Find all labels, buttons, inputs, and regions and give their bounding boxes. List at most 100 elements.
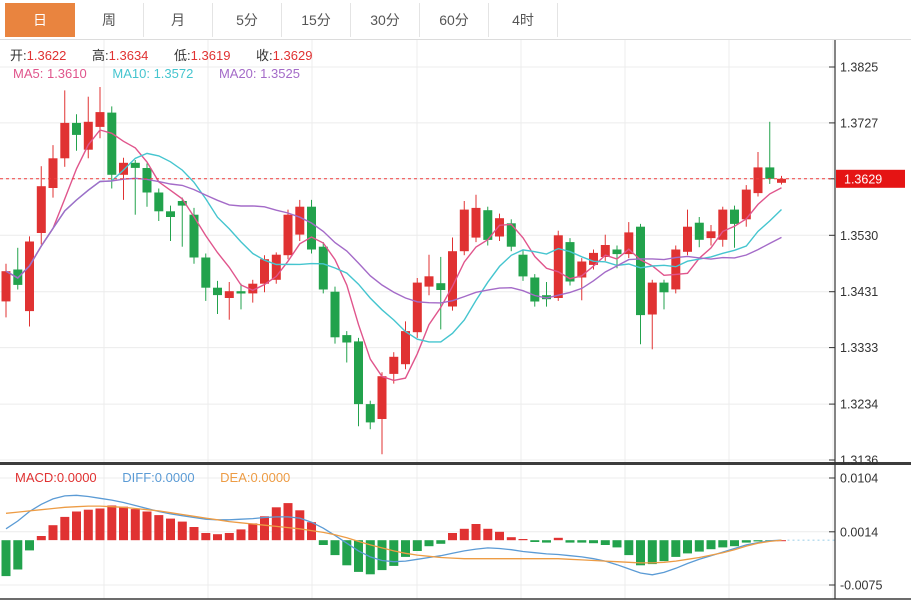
macd-bar — [342, 540, 352, 566]
macd-histogram[interactable] — [1, 503, 787, 577]
macd-bar — [354, 540, 363, 572]
macd-bar — [659, 540, 669, 562]
diff-value: 0.0000 — [154, 470, 195, 485]
macd-bar — [25, 540, 34, 551]
tab-day[interactable]: 日 — [5, 3, 75, 37]
macd-bar — [154, 515, 164, 541]
candle-body — [612, 249, 622, 255]
tab-15min[interactable]: 15分 — [282, 3, 351, 37]
candle — [260, 255, 269, 293]
candle-body — [213, 287, 222, 296]
tab-month[interactable]: 月 — [144, 3, 213, 37]
macd-bar — [72, 511, 81, 541]
candle — [424, 254, 434, 296]
candle — [177, 197, 187, 247]
candle-body — [166, 211, 175, 217]
tab-5min[interactable]: 5分 — [213, 3, 282, 37]
candle-body — [401, 331, 410, 365]
candle — [459, 201, 469, 256]
candle — [248, 279, 258, 303]
candle — [142, 163, 152, 207]
macd-bar — [459, 528, 469, 541]
tab-30min[interactable]: 30分 — [351, 3, 420, 37]
candle-body — [753, 167, 763, 194]
candle-body — [260, 259, 269, 284]
macd-bar — [565, 540, 575, 543]
axis-tick-label: -0.0075 — [840, 579, 882, 593]
candle-body — [777, 178, 786, 183]
macd-bar — [107, 505, 117, 541]
dea-value: 0.0000 — [250, 470, 291, 485]
candle-body — [518, 254, 528, 277]
macd-bar — [224, 533, 234, 541]
plot-area[interactable] — [0, 40, 835, 599]
candle-body — [448, 251, 457, 307]
candle-body — [154, 192, 164, 212]
open-label: 开: — [10, 48, 27, 63]
tab-4hour[interactable]: 4时 — [489, 3, 558, 37]
candle — [659, 279, 669, 310]
candle-body — [765, 167, 775, 179]
candle — [213, 280, 222, 314]
macd-bar — [636, 540, 645, 566]
candle-body — [530, 277, 540, 302]
macd-bar — [236, 529, 246, 541]
ma-readout: MA5: 1.3610 MA10: 1.3572 MA20: 1.3525 — [13, 66, 300, 81]
candle — [389, 352, 399, 384]
candle-body — [389, 356, 399, 374]
candle-body — [107, 112, 117, 175]
axis-tick-label: 0.0014 — [840, 525, 878, 539]
candle — [741, 185, 751, 227]
candle — [636, 223, 645, 345]
macd-bar — [624, 540, 634, 556]
candle-body — [659, 282, 669, 293]
macd-value: 0.0000 — [56, 470, 97, 485]
candle-body — [647, 282, 657, 315]
macd-bar — [448, 533, 457, 541]
macd-bar — [377, 540, 387, 571]
macd-bar — [600, 540, 610, 545]
tab-week[interactable]: 周 — [75, 3, 144, 37]
candle-body — [577, 261, 587, 278]
macd-bar — [553, 537, 563, 541]
candle — [518, 249, 528, 281]
candle-body — [295, 206, 305, 235]
macd-bar — [283, 503, 293, 541]
candle — [577, 258, 587, 301]
ma5-label: MA5: — [13, 66, 44, 81]
tab-60min[interactable]: 60分 — [420, 3, 489, 37]
macd-bar — [424, 540, 434, 547]
candlestick-series[interactable] — [1, 87, 787, 455]
candle — [365, 400, 375, 430]
ma20-label: MA20: — [218, 66, 257, 81]
candle-body — [48, 158, 58, 188]
candle — [72, 114, 81, 151]
macd-bar — [48, 525, 58, 541]
candle-body — [683, 226, 692, 252]
macd-bar — [271, 507, 281, 541]
candle — [706, 225, 716, 246]
candle-body — [119, 162, 128, 175]
macd-bar — [530, 540, 540, 542]
macd-bar — [318, 540, 328, 545]
candle — [565, 238, 575, 286]
candle — [553, 230, 563, 301]
macd-bar — [401, 540, 410, 557]
candle — [694, 217, 704, 248]
axis-tick-label: 1.3333 — [840, 341, 878, 355]
macd-bar — [436, 540, 446, 544]
candle — [36, 166, 46, 245]
macd-bar — [718, 540, 728, 548]
candle — [624, 222, 634, 259]
candle-body — [459, 209, 469, 252]
candle — [60, 90, 70, 167]
candle — [236, 283, 246, 310]
candle-body — [224, 291, 234, 298]
candle — [495, 213, 504, 241]
panel-divider — [0, 462, 911, 465]
macd-bar — [119, 506, 128, 541]
candle — [777, 175, 786, 185]
candle — [83, 96, 93, 159]
candle — [542, 282, 551, 307]
axis-tick-label: 1.3234 — [840, 398, 878, 412]
